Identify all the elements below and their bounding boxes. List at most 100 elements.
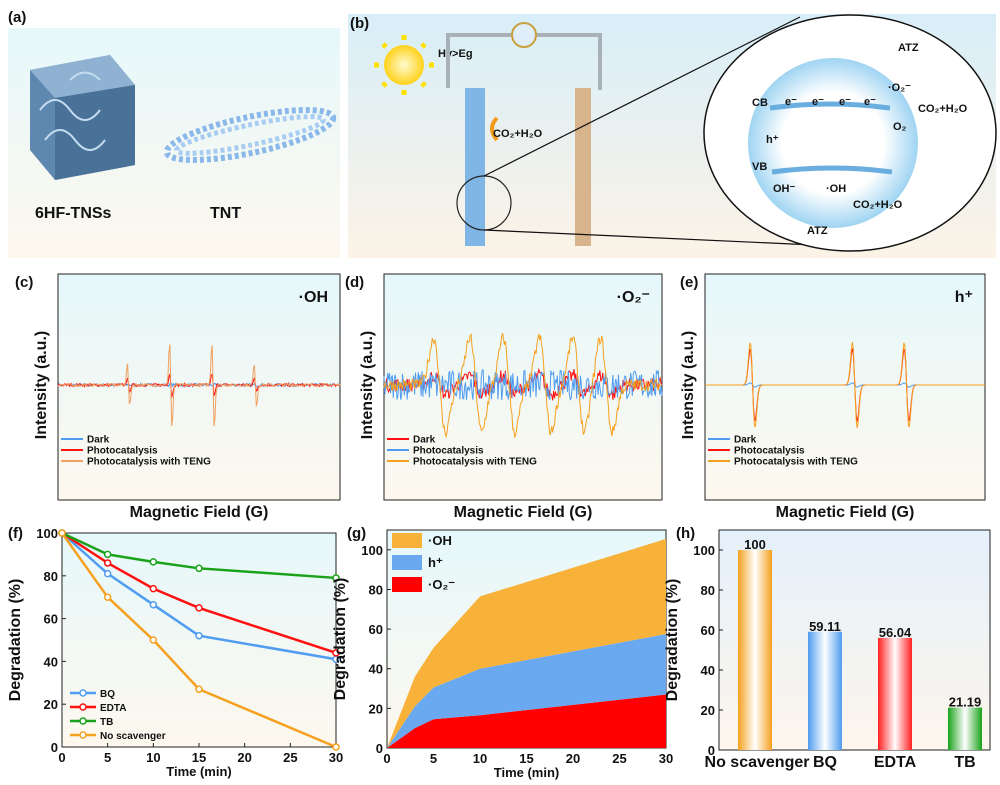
- panel-f: (f) 0 20 40 60 80 100 0 5 10 15 20 25 30 Time (min) Deg…: [7, 525, 343, 779]
- x-axis-title: Magnetic Field (G): [776, 504, 915, 521]
- nanosheet-cube-illustration: [30, 55, 135, 180]
- area-hole: [387, 634, 666, 748]
- y-axis-title: Intensity (a.u.): [33, 331, 50, 439]
- data-point: [103, 559, 112, 567]
- data-point: [332, 649, 340, 657]
- y-tick-label: 20: [701, 703, 715, 718]
- valence-band-label: VB: [752, 161, 767, 173]
- legend-marker: [79, 717, 87, 725]
- y-tick-label: 60: [701, 623, 715, 638]
- x-axis-title: Time (min): [494, 765, 560, 780]
- panel-e-label: (e): [680, 274, 698, 291]
- hydroxyl-radical-label: ·OH: [826, 183, 846, 195]
- y-axis-title: Intensity (a.u.): [680, 331, 697, 439]
- panel-b: (b) Hv>Eg CO₂+H₂O CB e⁻ e⁻ e⁻ e⁻ O₂ ·: [348, 14, 997, 258]
- bar-no-scavenger: [738, 550, 772, 750]
- superoxide-label: ·O₂⁻: [888, 82, 911, 94]
- y-tick-label: 40: [701, 663, 715, 678]
- atz-label-top: ATZ: [898, 42, 919, 54]
- sun-icon: [374, 35, 434, 95]
- data-point: [149, 600, 158, 609]
- data-point: [149, 584, 158, 593]
- legend-entry: Dark: [413, 435, 436, 446]
- x-tick-label: 10: [146, 750, 160, 765]
- panel-h-label: (h): [676, 525, 695, 542]
- panel-a-label: (a): [8, 9, 26, 26]
- data-point: [195, 604, 203, 612]
- bar-bq: [808, 631, 842, 750]
- legend-entry: BQ: [100, 689, 115, 700]
- data-point: [103, 550, 112, 559]
- data-point: [149, 636, 158, 644]
- y-tick-label: 60: [44, 612, 58, 627]
- products-text-2: CO₂+H₂O: [853, 199, 903, 211]
- series-line-photocatalysis-with-teng: [383, 332, 663, 439]
- legend-entry: h⁺: [428, 555, 443, 570]
- x-tick-label: 5: [104, 750, 111, 765]
- y-tick-label: 60: [369, 622, 383, 637]
- area-superoxide: [387, 694, 666, 748]
- data-point: [332, 574, 340, 582]
- oxygen-label: O₂: [893, 121, 907, 133]
- legend-entry: Dark: [87, 435, 110, 446]
- panel-g-label: (g): [347, 525, 366, 542]
- electron-label: e⁻: [864, 96, 876, 108]
- electron-label: e⁻: [812, 96, 824, 108]
- legend-swatch: [392, 533, 422, 548]
- nanotube-illustration: [163, 107, 337, 163]
- panel-h: (h) 0 20 40 60 80 100 Degradation (%) 100 No scav…: [664, 525, 991, 771]
- x-tick-label: 10: [473, 751, 487, 766]
- legend-entry: Photocatalysis with TENG: [734, 457, 858, 468]
- legend-entry: TB: [100, 717, 113, 728]
- x-tick-label: 0: [383, 751, 390, 766]
- legend-entry: Photocatalysis with TENG: [413, 457, 537, 468]
- x-category-label: EDTA: [874, 754, 917, 771]
- x-axis-title: Time (min): [166, 764, 232, 779]
- legend-entry: No scavenger: [100, 731, 166, 742]
- legend-entry: Photocatalysis: [413, 446, 484, 457]
- y-tick-label: 0: [51, 740, 58, 755]
- y-tick-label: 0: [376, 741, 383, 756]
- legend-entry: Photocatalysis with TENG: [87, 457, 211, 468]
- data-label: 56.04: [879, 625, 912, 640]
- y-axis-title: Degradation (%): [332, 578, 349, 701]
- data-point: [195, 631, 203, 640]
- sample-label-tnt: TNT: [210, 205, 241, 222]
- data-point: [103, 569, 112, 578]
- x-category-label: TB: [954, 754, 975, 771]
- plot-area: [704, 273, 986, 501]
- data-label: 100: [744, 537, 766, 552]
- conduction-band-label: CB: [752, 97, 768, 109]
- sample-label-6hf-tnss: 6HF-TNSs: [35, 205, 112, 222]
- electron-label: e⁻: [785, 96, 797, 108]
- legend-marker: [79, 703, 87, 711]
- y-axis-title: Degradation (%): [664, 579, 681, 702]
- panel-a: (a) 6HF-TNSs TNT: [8, 9, 340, 258]
- hydroxide-label: OH⁻: [773, 183, 796, 195]
- data-point: [149, 558, 158, 566]
- legend-entry: Photocatalysis: [87, 446, 158, 457]
- products-text-1: CO₂+H₂O: [493, 128, 543, 140]
- x-axis-title: Magnetic Field (G): [454, 504, 593, 521]
- panel-f-label: (f): [8, 525, 23, 542]
- legend-entry: ·OH: [428, 533, 452, 548]
- panel-d-label: (d): [345, 274, 364, 291]
- radical-label: h⁺: [955, 289, 973, 306]
- teng-device-icon: [511, 22, 537, 48]
- x-tick-label: 20: [237, 750, 251, 765]
- electron-label: e⁻: [839, 96, 851, 108]
- legend-marker: [79, 731, 87, 739]
- x-tick-label: 25: [612, 751, 626, 766]
- legend-entry: ·O₂⁻: [428, 577, 455, 592]
- y-tick-label: 40: [369, 662, 383, 677]
- x-tick-label: 15: [192, 750, 206, 765]
- counter-electrode: [575, 88, 591, 246]
- y-axis-title: Degradation (%): [7, 579, 24, 702]
- x-tick-label: 30: [659, 751, 673, 766]
- radical-label: ·OH: [299, 289, 328, 306]
- reaction-arrow: [490, 116, 499, 142]
- legend-entry: Dark: [734, 435, 757, 446]
